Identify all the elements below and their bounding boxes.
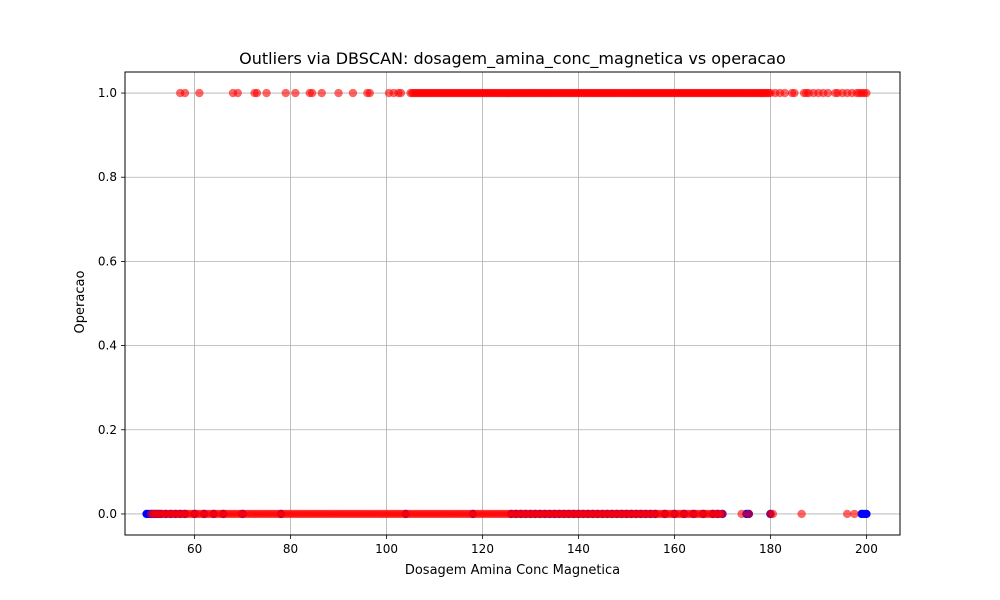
outliers-point [365,88,374,98]
y-tick-label: 0.4 [98,339,117,353]
x-tick-label: 120 [471,542,494,556]
y-tick-label: 1.0 [98,86,117,100]
outliers-point [823,88,833,98]
outliers-point [307,88,317,98]
outliers-point [768,509,778,519]
x-tick-label: 140 [567,542,590,556]
outliers-series [147,88,871,519]
outliers-point [180,88,190,98]
outliers-point [233,88,242,98]
outliers-point [334,88,343,98]
outliers-point [396,88,406,98]
x-tick-label: 200 [855,542,878,556]
outliers-point [862,88,871,98]
outliers-point [780,88,790,98]
chart-title: Outliers via DBSCAN: dosagem_amina_conc_… [239,49,786,69]
outliers-point [195,88,204,98]
x-tick-label: 60 [187,542,202,556]
axis-ticks: 60 80 100 120 140 160 180 200 0.0 0.2 0.4 0.6 0.8 1.0 [98,86,878,556]
y-tick-label: 0.2 [98,423,117,437]
x-tick-label: 180 [759,542,782,556]
y-tick-label: 0.8 [98,170,117,184]
x-axis-label: Dosagem Amina Conc Magnetica [405,563,620,578]
x-tick-label: 80 [283,542,298,556]
inliers-point [862,509,871,519]
outliers-point [797,509,806,519]
plot-frame [124,71,901,536]
outliers-point [766,88,775,98]
y-axis-label: Operacao [73,271,88,334]
outliers-point [843,509,852,519]
outliers-point [718,509,727,519]
x-tick-label: 100 [375,542,398,556]
y-tick-label: 0.0 [98,507,117,521]
outliers-point [737,509,746,519]
x-tick-label: 160 [663,542,686,556]
outliers-point [317,88,326,98]
outliers-point [850,509,859,519]
outliers-point [744,509,754,519]
y-tick-label: 0.6 [98,254,117,268]
outliers-point [348,88,358,98]
outliers-point [291,88,300,98]
outliers-point [262,88,271,98]
outliers-point [252,88,262,98]
data-points [142,88,871,519]
outliers-point [790,88,799,98]
outliers-point [281,88,290,98]
